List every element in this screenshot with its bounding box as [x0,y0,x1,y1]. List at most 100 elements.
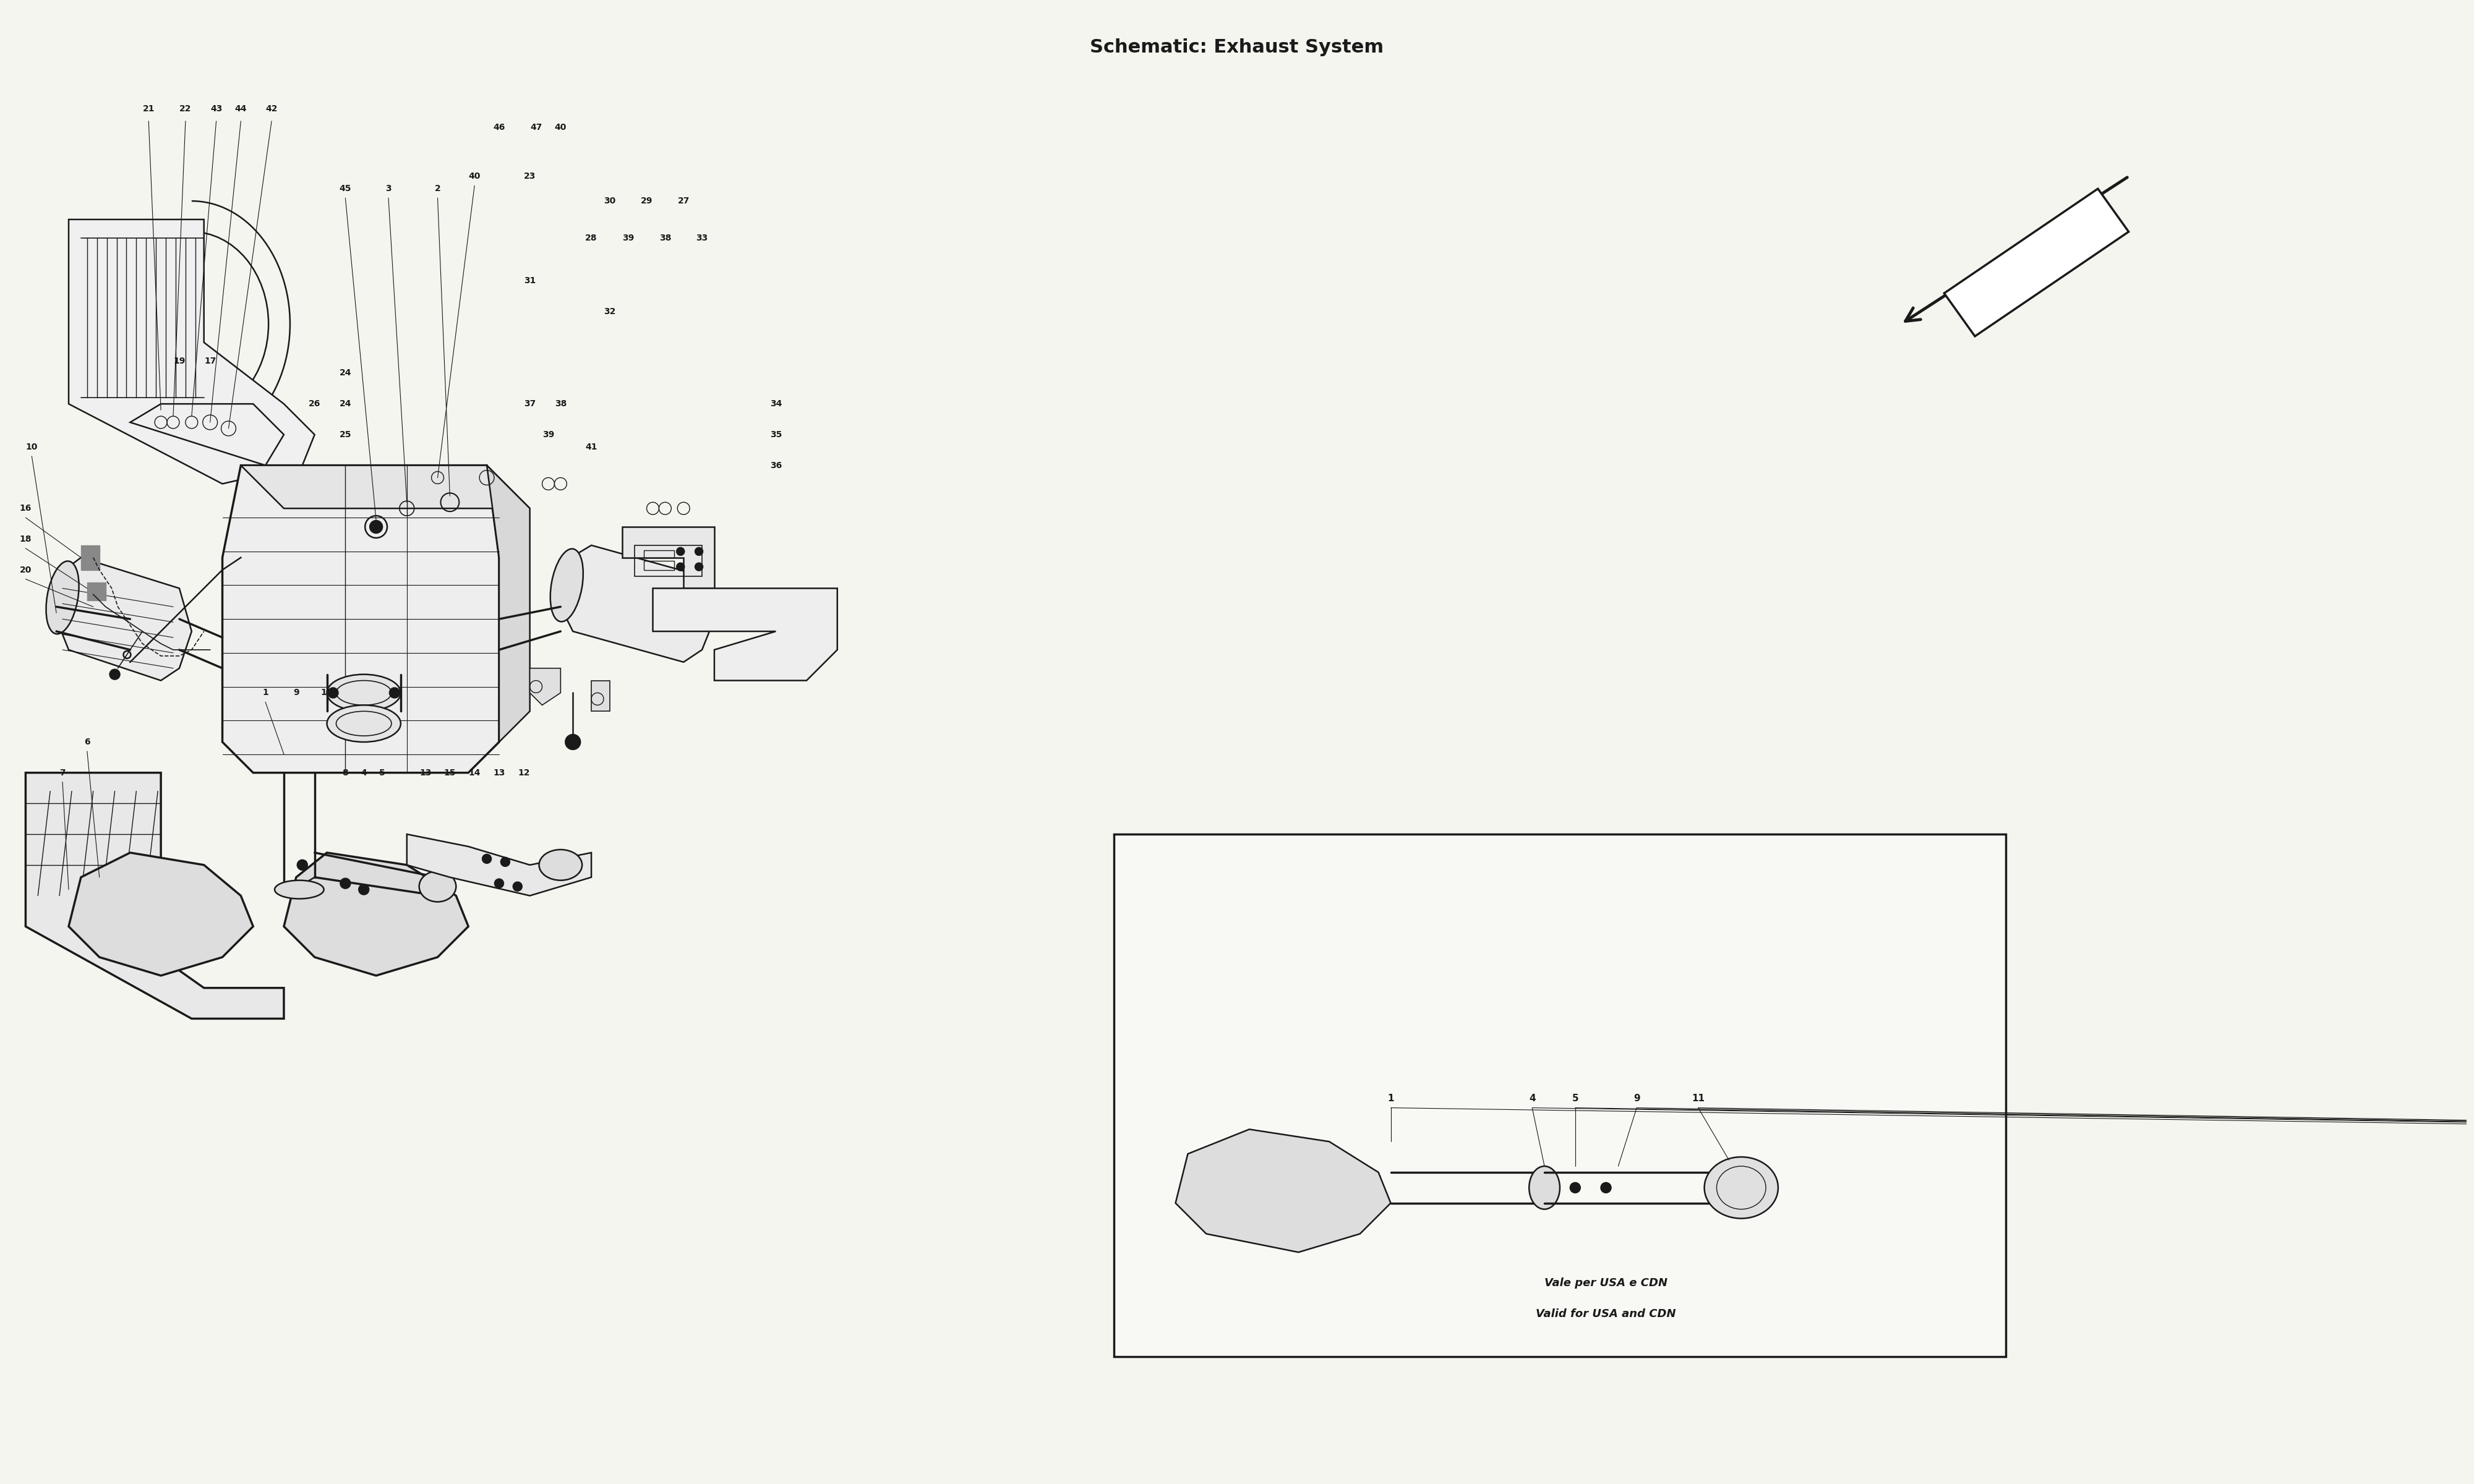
Text: 38: 38 [658,233,670,242]
Polygon shape [87,582,106,601]
Circle shape [371,521,383,533]
Text: 40: 40 [468,172,480,181]
Text: 10: 10 [25,442,37,451]
Polygon shape [223,466,500,773]
Polygon shape [562,545,715,662]
Circle shape [329,689,339,697]
Text: 13: 13 [418,769,430,778]
Circle shape [109,669,119,680]
Text: Schematic: Exhaust System: Schematic: Exhaust System [1091,39,1383,56]
Ellipse shape [539,849,581,880]
Text: 14: 14 [468,769,480,778]
Text: 46: 46 [492,123,505,132]
Text: 12: 12 [517,769,529,778]
Text: 7: 7 [59,769,64,778]
Circle shape [388,689,398,697]
Polygon shape [1945,188,2128,337]
Text: 32: 32 [604,307,616,316]
Polygon shape [69,220,314,484]
Polygon shape [1175,1129,1390,1252]
Circle shape [695,562,703,570]
Text: 16: 16 [20,505,32,512]
Text: 15: 15 [443,769,455,778]
Text: 35: 35 [769,430,782,439]
Text: 5: 5 [379,769,386,778]
Text: 11: 11 [1692,1094,1705,1103]
Polygon shape [406,834,591,896]
Circle shape [512,881,522,890]
Bar [1113,834,2006,1356]
Text: 11: 11 [322,689,334,697]
Polygon shape [487,466,529,742]
Text: 4: 4 [361,769,366,778]
Ellipse shape [327,705,401,742]
Text: 42: 42 [265,104,277,113]
Ellipse shape [549,549,584,622]
Bar [643,561,675,570]
Text: 38: 38 [554,399,567,408]
Ellipse shape [1705,1158,1779,1218]
Text: 24: 24 [339,370,351,377]
Text: 1: 1 [262,689,270,697]
Text: 30: 30 [604,197,616,205]
Text: 13: 13 [492,769,505,778]
Text: 2: 2 [435,184,440,193]
Circle shape [695,548,703,555]
Text: 19: 19 [173,356,186,365]
Text: 33: 33 [695,233,708,242]
Text: 44: 44 [235,104,247,113]
Text: 39: 39 [623,233,633,242]
Text: 27: 27 [678,197,690,205]
Text: 29: 29 [641,197,653,205]
Text: 24: 24 [339,399,351,408]
Polygon shape [653,588,836,681]
Polygon shape [285,853,468,975]
Text: 8: 8 [341,769,349,778]
Polygon shape [69,853,252,975]
Circle shape [1601,1183,1611,1193]
Text: Vale per USA e CDN: Vale per USA e CDN [1544,1278,1667,1288]
Text: Valid for USA and CDN: Valid for USA and CDN [1536,1309,1675,1319]
Polygon shape [529,668,562,705]
Text: 41: 41 [586,442,596,451]
Circle shape [495,879,502,887]
Text: 9: 9 [1633,1094,1640,1103]
Text: 39: 39 [542,430,554,439]
Circle shape [500,858,510,867]
Text: 40: 40 [554,123,567,132]
Ellipse shape [327,674,401,711]
Circle shape [678,548,685,555]
Polygon shape [621,527,715,588]
Circle shape [359,884,369,895]
Polygon shape [57,558,190,681]
Polygon shape [25,773,285,1018]
Text: 28: 28 [586,233,596,242]
Bar [643,551,675,558]
Text: 31: 31 [524,276,537,285]
Text: 37: 37 [524,399,537,408]
Text: 21: 21 [143,104,153,113]
Text: 34: 34 [769,399,782,408]
Text: 5: 5 [1571,1094,1578,1103]
Text: 22: 22 [181,104,190,113]
Polygon shape [591,681,609,711]
Polygon shape [82,545,99,570]
Text: 1: 1 [1388,1094,1393,1103]
Circle shape [678,562,685,570]
Circle shape [341,879,351,889]
Text: 47: 47 [529,123,542,132]
Text: 45: 45 [339,184,351,193]
Text: 43: 43 [210,104,223,113]
Text: 9: 9 [294,689,299,697]
Ellipse shape [1529,1166,1559,1209]
Text: 17: 17 [203,356,215,365]
Ellipse shape [418,871,455,902]
Text: 36: 36 [769,462,782,470]
Text: 18: 18 [20,534,32,543]
Text: 6: 6 [84,738,89,746]
Text: 23: 23 [524,172,537,181]
Circle shape [482,855,492,864]
Ellipse shape [47,561,79,634]
Circle shape [297,861,307,870]
Polygon shape [240,466,529,509]
